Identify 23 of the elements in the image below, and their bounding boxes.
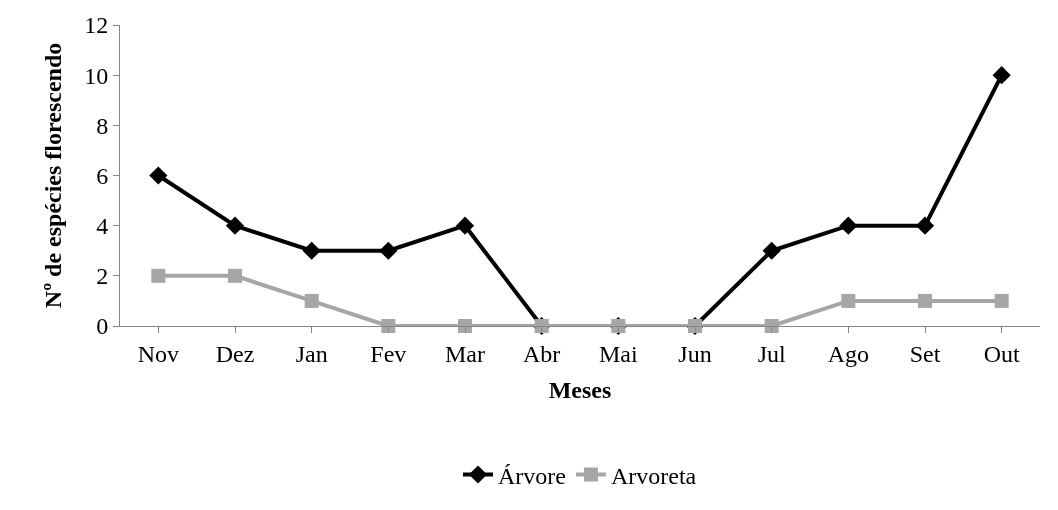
- y-tick-label: 8: [96, 112, 109, 139]
- legend-label: Arvoreta: [610, 462, 697, 489]
- x-tick-label: Dez: [215, 340, 255, 367]
- y-axis-title: Nº de espécies florescendo: [40, 42, 67, 309]
- y-tick-label: 4: [96, 213, 109, 240]
- x-tick-label: Abr: [523, 340, 561, 367]
- x-tick-label: Mar: [445, 340, 485, 367]
- x-tick-label: Ago: [827, 340, 869, 367]
- y-tick-label: 10: [84, 62, 109, 89]
- legend-label: Árvore: [498, 462, 566, 489]
- y-tick-label: 0: [96, 313, 109, 340]
- x-tick-label: Nov: [137, 340, 179, 367]
- x-tick-label: Fev: [370, 340, 407, 367]
- x-tick-label: Jul: [757, 340, 786, 367]
- y-tick-label: 12: [84, 12, 109, 39]
- x-tick-label: Jan: [295, 340, 328, 367]
- x-tick-label: Set: [909, 340, 941, 367]
- y-tick-label: 6: [96, 162, 109, 189]
- y-tick-label: 2: [96, 263, 109, 290]
- x-tick-label: Mai: [598, 340, 638, 367]
- x-tick-label: Jun: [678, 340, 712, 367]
- x-tick-label: Out: [983, 340, 1020, 367]
- x-axis-title: Meses: [548, 377, 612, 404]
